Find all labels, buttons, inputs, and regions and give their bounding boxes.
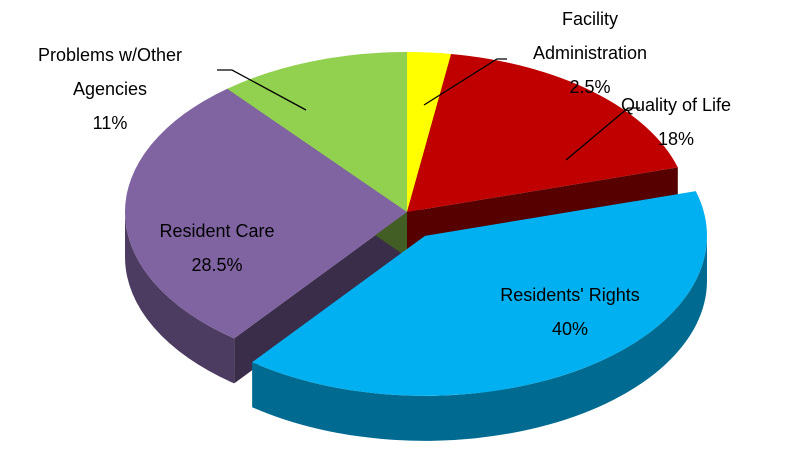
slice (252, 191, 707, 396)
slice (124, 88, 407, 339)
category-label: Problems w/Other Agencies (38, 45, 182, 99)
leader-line (217, 69, 307, 111)
label-line: Agencies (73, 79, 147, 99)
leader-line (565, 107, 640, 161)
label-line: Administration (533, 43, 647, 63)
category-label: Facility Administration (533, 9, 647, 63)
label-line: Problems w/Other (38, 45, 182, 65)
slice (407, 52, 452, 212)
slice-side (124, 212, 235, 384)
value-label: 28.5% (191, 255, 242, 275)
leader-line (423, 58, 507, 106)
value-label: 11% (93, 113, 128, 133)
category-label: Residents' Rights (500, 285, 640, 305)
value-label: 18% (658, 129, 694, 149)
category-label: Quality of Life (621, 95, 731, 115)
value-label: 40% (552, 319, 588, 339)
slice (407, 53, 678, 212)
label-line: Facility (562, 9, 618, 29)
slice-inner-side (234, 212, 407, 384)
category-label: Resident Care (159, 221, 274, 241)
value-label: 2.5% (569, 77, 610, 97)
slice-side (252, 235, 707, 441)
